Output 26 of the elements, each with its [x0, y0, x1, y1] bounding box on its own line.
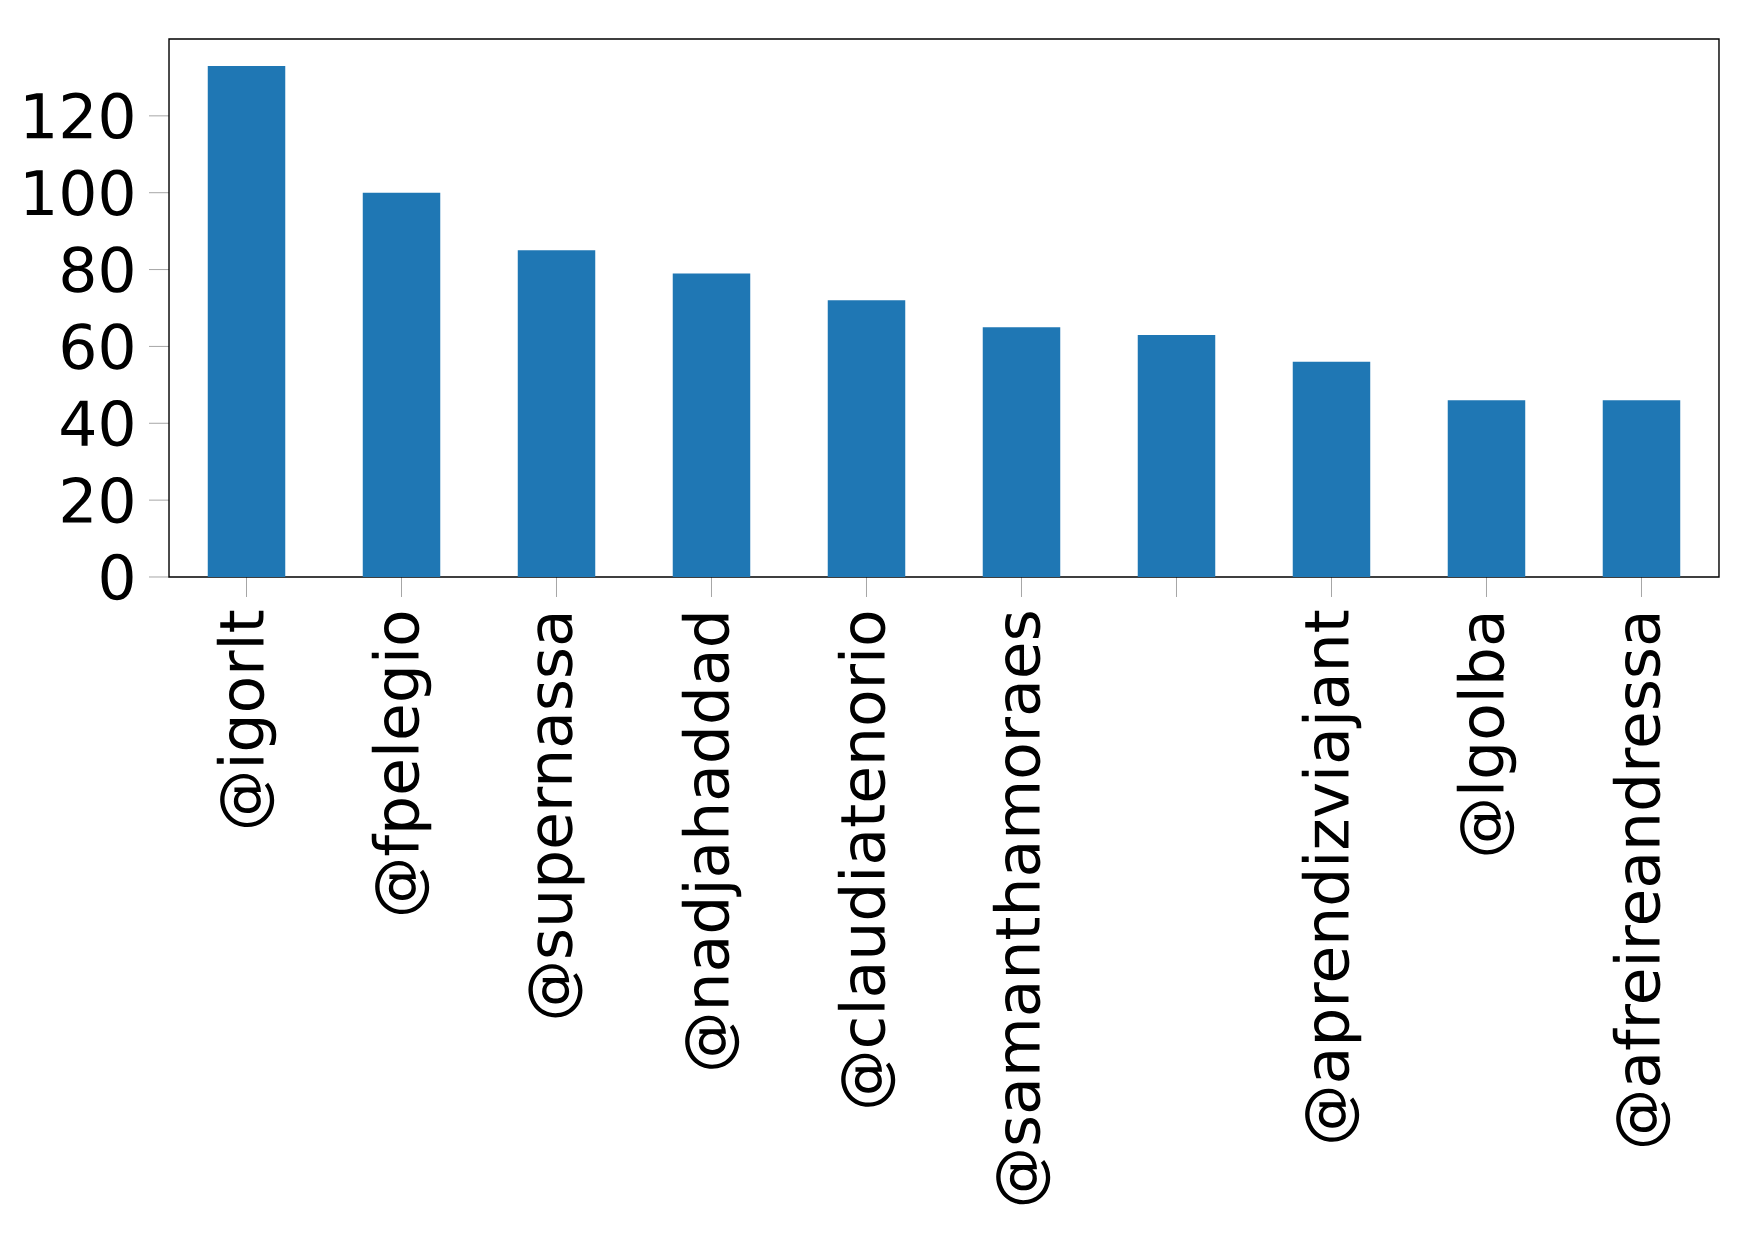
x-tick-label: @igorlt [216, 610, 277, 828]
bar [1137, 334, 1216, 577]
y-tick-label: 120 [25, 92, 133, 140]
bar [827, 300, 906, 577]
x-tick-label: @aprendizviajant [1301, 610, 1362, 1142]
y-tick-label: 80 [62, 246, 133, 293]
bar [672, 273, 751, 577]
x-tick-label: @claudiatenorio [837, 612, 896, 1107]
bar [1602, 400, 1681, 577]
y-tick-label: 20 [62, 476, 133, 524]
y-tick-label: 0 [101, 553, 133, 601]
x-tick-label: @fpelegio [371, 612, 432, 915]
bar [1447, 400, 1526, 577]
x-tick-label: @samanthamoraes [992, 612, 1051, 1205]
x-tick-label: @supernassa [528, 614, 585, 1018]
x-tick-label: @afreireandressa [1612, 614, 1671, 1147]
x-tick-label: @nadjahaddad [681, 614, 742, 1069]
y-tick-label: 40 [61, 400, 133, 447]
y-tick-label: 60 [62, 323, 133, 370]
y-tick-label: 100 [25, 169, 133, 216]
bar [207, 65, 286, 577]
bar [517, 250, 596, 577]
bar [982, 327, 1061, 577]
bar [1292, 361, 1371, 577]
bar [362, 192, 441, 577]
x-tick-label: @lgolba [1456, 614, 1517, 855]
